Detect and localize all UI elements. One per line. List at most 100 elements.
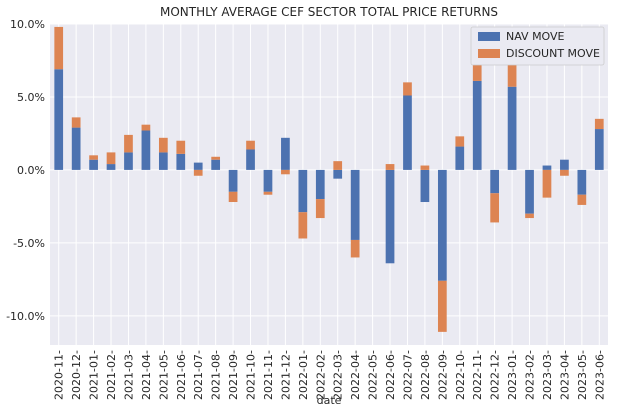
bar-nav-move xyxy=(420,169,430,203)
bar-discount-move xyxy=(54,26,64,70)
legend-swatch-discount-move xyxy=(478,49,500,58)
bar-nav-move xyxy=(141,130,151,170)
x-tick-label: 2021-04- xyxy=(140,350,153,400)
x-tick-label: 2021-11- xyxy=(262,350,275,400)
x-tick-label: 2022-07- xyxy=(401,350,414,400)
x-tick-label: 2020-12- xyxy=(70,350,83,400)
x-tick-label: 2021-10- xyxy=(245,350,258,400)
bar-nav-move xyxy=(124,152,133,170)
legend-label-nav-move: NAV MOVE xyxy=(506,30,565,43)
bar-nav-move xyxy=(106,164,116,170)
bar-nav-move xyxy=(315,169,325,200)
bar-nav-move xyxy=(281,137,290,170)
x-tick-label: 2020-11- xyxy=(53,350,66,400)
x-tick-label: 2022-11- xyxy=(471,350,484,400)
bar-discount-move xyxy=(455,136,465,147)
bar-discount-move xyxy=(490,193,500,223)
legend-frame xyxy=(470,26,605,66)
x-tick-label: 2022-04- xyxy=(349,350,362,400)
bar-discount-move xyxy=(560,169,569,176)
bar-discount-move xyxy=(281,169,290,175)
bar-nav-move xyxy=(158,152,168,170)
bar-nav-move xyxy=(89,159,98,170)
bar-nav-move xyxy=(211,159,221,170)
bar-discount-move xyxy=(577,194,587,205)
bar-discount-move xyxy=(542,169,552,198)
x-axis-label: date xyxy=(317,394,342,407)
bar-nav-move xyxy=(246,149,255,170)
legend: NAV MOVE DISCOUNT MOVE xyxy=(470,26,605,66)
bar-nav-move xyxy=(455,146,465,170)
bar-discount-move xyxy=(594,118,604,130)
x-tick-label: 2022-10- xyxy=(454,350,467,400)
x-tick-label: 2022-06- xyxy=(384,350,397,400)
bar-discount-move xyxy=(124,134,133,153)
bar-nav-move xyxy=(263,169,273,192)
bar-discount-move xyxy=(350,239,360,258)
x-tick-label: 2022-01- xyxy=(297,350,310,400)
y-tick-label: 5.0% xyxy=(17,91,45,104)
bar-nav-move xyxy=(176,153,186,170)
bar-discount-move xyxy=(420,165,430,170)
bar-discount-move xyxy=(71,117,81,128)
x-tick-label: 2022-03- xyxy=(332,350,345,400)
x-tick-label: 2023-04- xyxy=(558,350,571,400)
x-tick-label: 2023-01- xyxy=(506,350,519,400)
x-tick-label: 2021-01- xyxy=(88,350,101,400)
bar-nav-move xyxy=(350,169,360,240)
x-tick-label: 2021-07- xyxy=(192,350,205,400)
y-tick-label: 10.0% xyxy=(10,18,45,31)
x-tick-label: 2021-12- xyxy=(279,350,292,400)
bars xyxy=(54,26,604,332)
bar-nav-move xyxy=(577,169,587,195)
x-tick-label: 2023-02- xyxy=(524,350,537,400)
legend-label-discount-move: DISCOUNT MOVE xyxy=(506,47,600,60)
x-tick-label: 2021-08- xyxy=(210,350,223,400)
bar-nav-move xyxy=(71,127,81,170)
bar-nav-move xyxy=(560,159,569,170)
bar-discount-move xyxy=(158,137,168,153)
bar-nav-move xyxy=(193,162,203,170)
bar-nav-move xyxy=(490,169,500,194)
x-tick-label: 2021-02- xyxy=(105,350,118,400)
y-tick-label: -5.0% xyxy=(13,237,45,250)
y-tick-label: 0.0% xyxy=(17,164,45,177)
bar-discount-move xyxy=(385,164,395,170)
bar-nav-move xyxy=(594,129,604,170)
bar-nav-move xyxy=(507,86,517,170)
bar-nav-move xyxy=(472,80,482,170)
bar-discount-move xyxy=(333,161,343,170)
bar-nav-move xyxy=(542,165,552,170)
bar-discount-move xyxy=(176,140,186,154)
x-tick-label: 2021-03- xyxy=(122,350,135,400)
x-tick-label: 2021-05- xyxy=(157,350,170,400)
x-tick-label: 2022-05- xyxy=(367,350,380,400)
bar-discount-move xyxy=(89,155,98,160)
plot-background xyxy=(50,24,608,345)
x-tick-label: 2021-09- xyxy=(227,350,240,400)
x-tick-labels: 2020-11- 2020-12- 2021-01- 2021-02- 2021-03-… xyxy=(53,350,607,400)
bar-nav-move xyxy=(333,169,343,179)
bar-discount-move xyxy=(228,191,238,203)
x-tick-label: 2023-03- xyxy=(541,350,554,400)
bar-discount-move xyxy=(263,191,273,195)
bar-discount-move xyxy=(403,82,412,96)
x-tick-label: 2023-05- xyxy=(576,350,589,400)
bar-discount-move xyxy=(211,156,221,160)
bar-nav-move xyxy=(403,95,412,170)
bar-discount-move xyxy=(193,169,203,176)
legend-swatch-nav-move xyxy=(478,32,500,41)
bar-discount-move xyxy=(437,280,447,332)
x-tick-label: 2022-09- xyxy=(436,350,449,400)
bar-nav-move xyxy=(298,169,308,213)
bar-nav-move xyxy=(525,169,534,214)
bar-nav-move xyxy=(385,169,395,264)
x-tick-label: 2022-12- xyxy=(489,350,502,400)
bar-discount-move xyxy=(141,124,151,131)
bar-discount-move xyxy=(298,212,308,239)
bar-discount-move xyxy=(525,213,534,219)
bar-nav-move xyxy=(437,169,447,281)
x-tick-label: 2022-08- xyxy=(419,350,432,400)
bar-nav-move xyxy=(228,169,238,192)
